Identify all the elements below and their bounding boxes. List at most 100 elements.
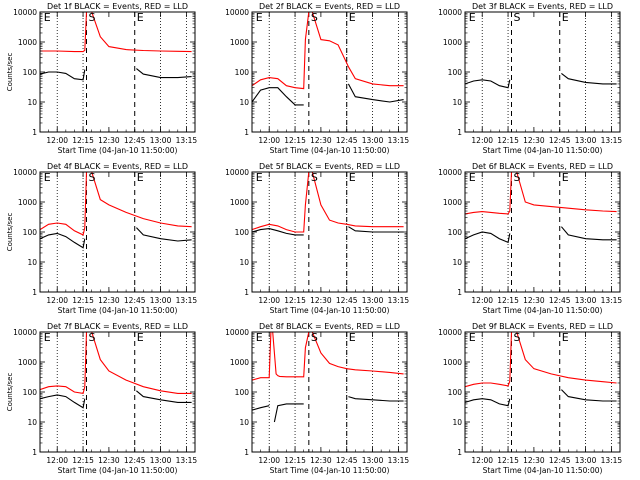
x-tick-label: 13:00 [362, 296, 384, 305]
series-line-red [465, 172, 617, 215]
event-marker: E [137, 171, 144, 184]
chart-title: Det 5f BLACK = Events, RED = LLD [259, 162, 400, 171]
y-tick-label: 100 [235, 388, 250, 397]
event-marker: E [349, 331, 356, 344]
y-tick-label: 1000 [18, 358, 37, 367]
x-tick-label: 13:00 [575, 456, 597, 465]
x-tick-label: 13:00 [362, 136, 384, 145]
y-tick-label: 1000 [443, 198, 462, 207]
y-tick-label: 100 [23, 388, 38, 397]
x-tick-label: 13:15 [176, 136, 198, 145]
chart-title: Det 9f BLACK = Events, RED = LLD [472, 322, 613, 331]
x-tick-label: 13:15 [176, 456, 198, 465]
y-tick-label: 10 [239, 258, 249, 267]
y-tick-label: 100 [448, 68, 463, 77]
x-axis-label: Start Time (04-Jan-10 11:50:00) [58, 146, 178, 155]
series-line-black [40, 390, 192, 409]
chart-panel-2: 1 10 100 1000 10000 12:00 12:15 12:30 12:45 13:00… [225, 2, 409, 155]
x-tick-label: 12:00 [46, 456, 68, 465]
x-tick-label: 12:00 [46, 296, 68, 305]
y-tick-label: 10 [452, 258, 462, 267]
event-marker: S [311, 331, 318, 344]
event-marker: E [469, 11, 476, 24]
event-marker: E [44, 331, 51, 344]
x-tick-label: 12:00 [471, 456, 493, 465]
y-tick-label: 1 [457, 288, 462, 297]
x-tick-label: 12:45 [549, 296, 571, 305]
event-marker: E [562, 331, 569, 344]
x-tick-label: 13:15 [601, 296, 623, 305]
y-tick-label: 100 [448, 228, 463, 237]
y-tick-label: 100 [235, 68, 250, 77]
chart-panel-6: 1 10 100 1000 10000 12:00 12:15 12:30 12:45 13:00… [438, 162, 622, 315]
x-tick-label: 13:15 [176, 296, 198, 305]
series-line-red [40, 172, 192, 236]
x-tick-label: 13:00 [575, 296, 597, 305]
x-tick-label: 13:15 [601, 456, 623, 465]
y-tick-label: 1000 [18, 198, 37, 207]
y-tick-label: 100 [23, 228, 38, 237]
plot-frame [39, 171, 196, 293]
chart-panel-1: 1 10 100 1000 10000 12:00 12:15 12:30 12:45 13:00… [6, 2, 197, 155]
x-tick-label: 12:30 [523, 456, 545, 465]
series-line-black [465, 72, 617, 89]
y-tick-label: 1 [32, 288, 37, 297]
x-tick-label: 12:45 [124, 456, 146, 465]
y-tick-label: 10 [452, 98, 462, 107]
x-tick-label: 12:45 [124, 136, 146, 145]
series-line-red [40, 12, 192, 53]
chart-panel-7: 1 10 100 1000 10000 12:00 12:15 12:30 12:45 13:00… [6, 322, 197, 475]
y-tick-label: 1 [244, 288, 249, 297]
y-tick-label: 10000 [438, 8, 462, 17]
y-axis-label: Counts/sec [6, 373, 14, 412]
event-marker: E [256, 11, 263, 24]
x-tick-label: 12:30 [523, 296, 545, 305]
x-tick-label: 12:00 [258, 456, 280, 465]
x-tick-label: 12:30 [98, 456, 120, 465]
x-tick-label: 12:15 [497, 136, 519, 145]
y-axis-label: Counts/sec [6, 213, 14, 252]
y-tick-label: 100 [448, 388, 463, 397]
event-marker: S [311, 171, 318, 184]
event-marker: S [514, 171, 521, 184]
y-tick-label: 1000 [230, 198, 249, 207]
series-line-red [252, 12, 404, 90]
y-tick-label: 10000 [13, 328, 37, 337]
plot-frame [251, 331, 408, 453]
event-marker: S [514, 11, 521, 24]
chart-title: Det 7f BLACK = Events, RED = LLD [47, 322, 188, 331]
y-tick-label: 10 [239, 418, 249, 427]
y-tick-label: 10000 [438, 168, 462, 177]
x-tick-label: 12:30 [98, 296, 120, 305]
x-tick-label: 12:30 [310, 136, 332, 145]
y-tick-label: 1000 [18, 38, 37, 47]
y-tick-label: 100 [235, 228, 250, 237]
x-tick-label: 13:15 [388, 296, 410, 305]
chart-title: Det 3f BLACK = Events, RED = LLD [472, 2, 613, 11]
plot-frame [464, 171, 621, 293]
y-tick-label: 10000 [13, 8, 37, 17]
y-tick-label: 1 [244, 448, 249, 457]
y-tick-label: 1 [244, 128, 249, 137]
plot-frame [464, 331, 621, 453]
x-tick-label: 13:15 [388, 456, 410, 465]
y-tick-label: 10 [452, 418, 462, 427]
event-marker: E [44, 11, 51, 24]
x-tick-label: 12:45 [549, 456, 571, 465]
x-axis-label: Start Time (04-Jan-10 11:50:00) [483, 466, 603, 475]
x-tick-label: 12:00 [258, 296, 280, 305]
x-tick-label: 12:00 [471, 296, 493, 305]
series-line-black [252, 226, 404, 236]
event-marker: S [514, 331, 521, 344]
y-tick-label: 1000 [230, 358, 249, 367]
chart-panel-8: 1 10 100 1000 10000 12:00 12:15 12:30 12:45 13:00… [225, 322, 409, 475]
y-axis-label: Counts/sec [6, 53, 14, 92]
chart-panel-9: 1 10 100 1000 10000 12:00 12:15 12:30 12:45 13:00… [438, 322, 622, 475]
x-tick-label: 13:15 [601, 136, 623, 145]
x-axis-label: Start Time (04-Jan-10 11:50:00) [483, 146, 603, 155]
x-tick-label: 12:45 [124, 296, 146, 305]
event-marker: E [44, 171, 51, 184]
event-marker: E [562, 11, 569, 24]
event-marker: E [256, 331, 263, 344]
event-marker: E [137, 11, 144, 24]
